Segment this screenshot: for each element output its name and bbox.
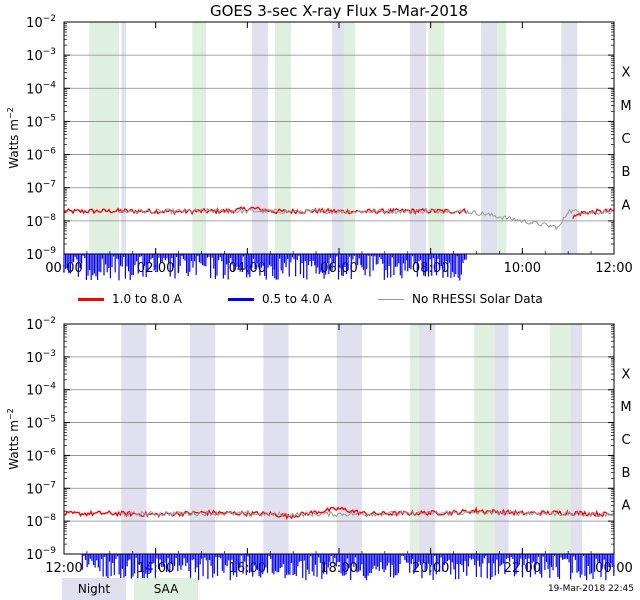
saa-band — [428, 22, 445, 254]
night-band — [251, 22, 268, 254]
night-band — [561, 22, 578, 254]
y-tick-label: 10−3 — [26, 349, 56, 366]
night-band — [336, 324, 362, 554]
night-band — [263, 324, 289, 554]
saa-band — [410, 324, 420, 554]
y-tick-label: 10−4 — [26, 382, 56, 399]
x-tick-label: 12:00 — [595, 261, 632, 276]
legend-item-no-rhessi: No RHESSI Solar Data — [378, 292, 543, 306]
y-tick-label: 10−8 — [26, 213, 56, 230]
no-rhessi-line — [118, 207, 614, 231]
legend-swatch-red — [78, 297, 104, 301]
night-key: Night — [62, 578, 126, 600]
long-channel-line — [572, 207, 614, 219]
x-tick-label: 04:00 — [229, 261, 266, 276]
saa-band — [274, 22, 291, 254]
night-band — [481, 22, 498, 254]
saa-key: SAA — [134, 578, 198, 600]
night-band — [410, 22, 427, 254]
flare-class-label: A — [622, 198, 631, 213]
y-tick-label: 10−2 — [26, 316, 56, 333]
y-axis-label: Watts m−2 — [6, 408, 21, 469]
y-tick-label: 10−5 — [26, 415, 56, 432]
chart-title: GOES 3-sec X-ray Flux 5-Mar-2018 — [210, 2, 468, 20]
y-tick-label: 10−6 — [26, 447, 56, 464]
legend-swatch-gray — [378, 298, 404, 300]
saa-band — [474, 324, 495, 554]
y-axis-label: Watts m−2 — [6, 107, 21, 168]
legend-label-short-channel: 0.5 to 4.0 A — [262, 292, 332, 306]
x-tick-label: 10:00 — [504, 261, 541, 276]
flare-class-label: M — [620, 99, 631, 114]
flare-class-label: X — [622, 367, 631, 382]
saa-band — [497, 22, 507, 254]
x-tick-label: 16:00 — [229, 561, 266, 576]
long-channel-line — [63, 506, 614, 521]
flare-class-label: M — [620, 400, 631, 415]
flare-class-label: X — [622, 66, 631, 81]
y-tick-label: 10−6 — [26, 147, 56, 164]
legend-label-long-channel: 1.0 to 8.0 A — [112, 292, 182, 306]
plot-frame — [63, 21, 615, 255]
legend-item-long-channel: 1.0 to 8.0 A — [78, 292, 182, 306]
y-tick-label: 10−2 — [26, 14, 56, 31]
legend-label-no-rhessi: No RHESSI Solar Data — [412, 292, 543, 306]
saa-band — [89, 22, 119, 254]
no-rhessi-line — [119, 509, 614, 518]
saa-band — [343, 22, 356, 254]
y-tick-label: 10−7 — [26, 480, 56, 497]
y-tick-label: 10−8 — [26, 513, 56, 530]
saa-band — [192, 22, 207, 254]
saa-band — [549, 324, 571, 554]
flare-class-label: B — [622, 165, 631, 180]
flare-class-label: C — [621, 132, 630, 147]
saa-key-label: SAA — [153, 582, 179, 596]
x-tick-label: 12:00 — [45, 561, 82, 576]
y-tick-label: 10−7 — [26, 180, 56, 197]
legend-item-short-channel: 0.5 to 4.0 A — [228, 292, 332, 306]
y-tick-label: 10−4 — [26, 80, 56, 97]
chart-panel-1: 10−910−810−710−610−510−410−310−2XMCBA00:… — [6, 2, 633, 281]
plot-frame — [63, 323, 615, 555]
legend: 1.0 to 8.0 A 0.5 to 4.0 A No RHESSI Sola… — [0, 292, 640, 312]
night-band — [190, 324, 216, 554]
long-channel-line — [63, 206, 468, 216]
timestamp: 19-Mar-2018 22:45 — [547, 584, 634, 594]
flare-class-label: A — [622, 499, 631, 514]
night-key-label: Night — [77, 582, 111, 596]
y-tick-label: 10−5 — [26, 113, 56, 130]
legend-swatch-blue — [228, 297, 254, 301]
y-tick-label: 10−3 — [26, 47, 56, 64]
night-band — [121, 324, 147, 554]
night-band — [121, 22, 126, 254]
chart-panel-2: 10−910−810−710−610−510−410−310−2XMCBA12:… — [6, 316, 633, 581]
x-tick-label: 18:00 — [320, 561, 357, 576]
flare-class-label: B — [622, 466, 631, 481]
flare-class-label: C — [621, 433, 630, 448]
